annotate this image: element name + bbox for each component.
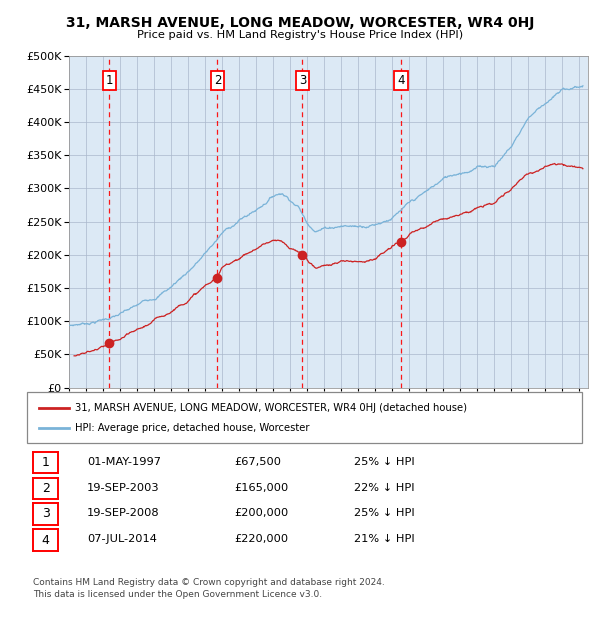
Text: 01-MAY-1997: 01-MAY-1997 [87, 457, 161, 467]
Text: 21% ↓ HPI: 21% ↓ HPI [354, 534, 415, 544]
Text: Price paid vs. HM Land Registry's House Price Index (HPI): Price paid vs. HM Land Registry's House … [137, 30, 463, 40]
Text: £165,000: £165,000 [234, 483, 288, 493]
Text: 3: 3 [299, 74, 306, 87]
Text: £220,000: £220,000 [234, 534, 288, 544]
Text: 4: 4 [397, 74, 405, 87]
Text: £200,000: £200,000 [234, 508, 288, 518]
Text: 2: 2 [214, 74, 221, 87]
Text: 1: 1 [106, 74, 113, 87]
Text: Contains HM Land Registry data © Crown copyright and database right 2024.
This d: Contains HM Land Registry data © Crown c… [33, 578, 385, 600]
Text: 25% ↓ HPI: 25% ↓ HPI [354, 457, 415, 467]
Text: HPI: Average price, detached house, Worcester: HPI: Average price, detached house, Worc… [75, 423, 310, 433]
Text: 1: 1 [41, 456, 50, 469]
Text: 31, MARSH AVENUE, LONG MEADOW, WORCESTER, WR4 0HJ (detached house): 31, MARSH AVENUE, LONG MEADOW, WORCESTER… [75, 403, 467, 413]
Text: 2: 2 [41, 482, 50, 495]
Text: 19-SEP-2008: 19-SEP-2008 [87, 508, 160, 518]
Text: 4: 4 [41, 534, 50, 546]
Text: 07-JUL-2014: 07-JUL-2014 [87, 534, 157, 544]
Text: 3: 3 [41, 508, 50, 520]
Text: 19-SEP-2003: 19-SEP-2003 [87, 483, 160, 493]
Text: 22% ↓ HPI: 22% ↓ HPI [354, 483, 415, 493]
Text: 31, MARSH AVENUE, LONG MEADOW, WORCESTER, WR4 0HJ: 31, MARSH AVENUE, LONG MEADOW, WORCESTER… [66, 16, 534, 30]
Text: 25% ↓ HPI: 25% ↓ HPI [354, 508, 415, 518]
Text: £67,500: £67,500 [234, 457, 281, 467]
